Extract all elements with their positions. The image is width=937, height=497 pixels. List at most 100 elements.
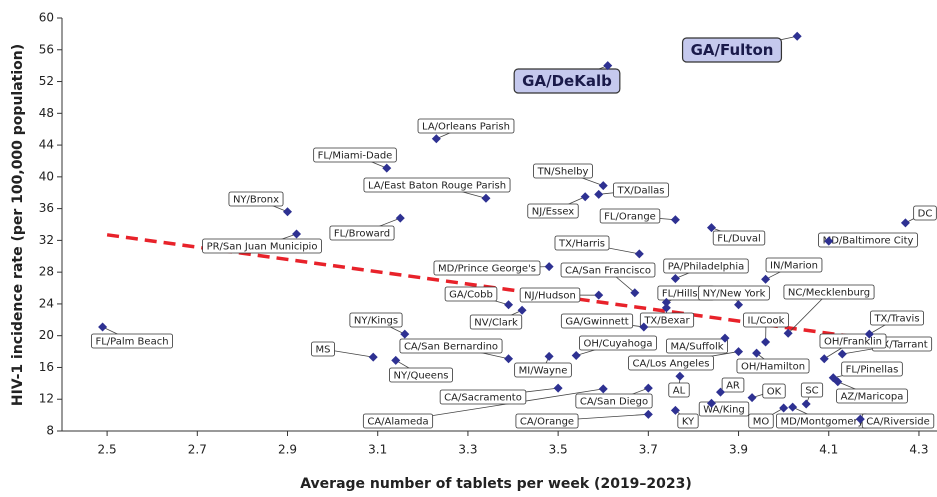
point: [400, 329, 410, 339]
label-box: [765, 257, 823, 273]
point-label: AL: [673, 386, 686, 397]
point: [900, 218, 910, 228]
y-tick-label: 16: [39, 360, 54, 374]
label-box: [736, 358, 810, 374]
point-label: NV/Clark: [474, 318, 518, 329]
x-tick-label: 4.1: [819, 443, 838, 457]
point-label: NC/Mecklenburg: [788, 288, 870, 299]
point-label: AR: [726, 381, 740, 392]
y-tick-label: 24: [39, 296, 54, 310]
point-label: MI/Wayne: [519, 366, 568, 377]
point: [283, 207, 293, 217]
label-box: [628, 355, 714, 371]
label-box: [439, 389, 527, 405]
point-label: CA/San Francisco: [565, 266, 651, 277]
point: [716, 387, 726, 397]
point-label: TX/Travis: [873, 314, 919, 325]
point-label: PA/Philadelphia: [668, 262, 745, 273]
point-label: OK: [767, 387, 782, 398]
point-label: NY/Queens: [393, 371, 448, 382]
points: [98, 31, 910, 424]
point-label: MD/Baltimore City: [823, 236, 914, 247]
x-tick-label: 3.7: [639, 443, 658, 457]
point: [792, 31, 802, 41]
label-box: [433, 260, 541, 276]
point: [720, 333, 730, 343]
point: [855, 414, 865, 424]
point: [639, 322, 649, 332]
label-box: [783, 284, 875, 300]
x-axis-label: Average number of tablets per week (2019…: [300, 476, 692, 492]
label-box: [228, 191, 284, 207]
point-label: AZ/Maricopa: [841, 392, 904, 403]
label-box: [554, 235, 610, 251]
point: [544, 262, 554, 272]
point-label: CA/Sacramento: [444, 393, 522, 404]
label-box: [575, 393, 653, 409]
label-box: [818, 232, 918, 248]
point-label: FL/Pinellas: [846, 365, 899, 376]
point-label: TX/Harris: [558, 239, 605, 250]
point-label: GA/Cobb: [449, 290, 493, 301]
point-label: CA/Orange: [520, 417, 574, 428]
point-label: FL/Broward: [334, 229, 390, 240]
point: [504, 354, 514, 364]
y-tick-label: 8: [46, 424, 54, 438]
point: [553, 383, 563, 393]
label-box: [349, 312, 403, 328]
point-label: NY/Kings: [354, 316, 398, 327]
point-label: FL/Orange: [604, 212, 656, 223]
label-box: [533, 163, 593, 179]
label-box: [613, 182, 669, 198]
point: [634, 249, 644, 259]
x-tick-label: 3.5: [549, 443, 568, 457]
point: [598, 181, 608, 191]
label-box: [668, 382, 690, 398]
label-box: [329, 225, 395, 241]
point-label: FL/Hillsbo: [662, 289, 710, 300]
point: [661, 297, 671, 307]
point-label: TX/Tarrant: [875, 340, 927, 351]
label-box: [399, 338, 503, 354]
point: [747, 393, 757, 403]
point: [98, 322, 108, 332]
point: [395, 213, 405, 223]
label-box: [762, 383, 786, 399]
point-label: OH/Hamilton: [741, 362, 805, 373]
point: [788, 402, 798, 412]
x-tick-label: 3.1: [368, 443, 387, 457]
point: [734, 347, 744, 357]
point-label: MD/Montgomery: [780, 417, 863, 428]
label-box: [527, 203, 579, 219]
point: [391, 355, 401, 365]
x-tick-label: 2.9: [278, 443, 297, 457]
point: [594, 189, 604, 199]
y-tick-label: 56: [39, 42, 54, 56]
label-box: [639, 312, 695, 328]
point-label: GA/Gwinnett: [565, 317, 628, 328]
y-tick-label: 28: [39, 265, 54, 279]
label-box: [515, 413, 579, 429]
point: [752, 348, 762, 358]
x-tick-label: 3.9: [729, 443, 748, 457]
point: [580, 192, 590, 202]
label-box: [311, 341, 335, 357]
y-tick-label: 32: [39, 233, 54, 247]
label-box: [663, 258, 749, 274]
point: [630, 288, 640, 298]
point: [431, 134, 441, 144]
y-axis-label: HIV-1 incidence rate (per 100,000 popula…: [10, 44, 26, 406]
point: [544, 351, 554, 361]
point-label: NY/New York: [703, 289, 766, 300]
point-label: WA/King: [703, 405, 745, 416]
label-box: [721, 377, 745, 393]
point-label: IL/Cook: [748, 316, 785, 327]
label-box: [579, 335, 657, 351]
label-box: [313, 147, 397, 163]
point: [801, 399, 811, 409]
label-box: [389, 367, 453, 383]
x-tick-label: 2.7: [188, 443, 207, 457]
x-tick-label: 2.5: [98, 443, 117, 457]
point-label: CA/Riverside: [866, 417, 930, 428]
